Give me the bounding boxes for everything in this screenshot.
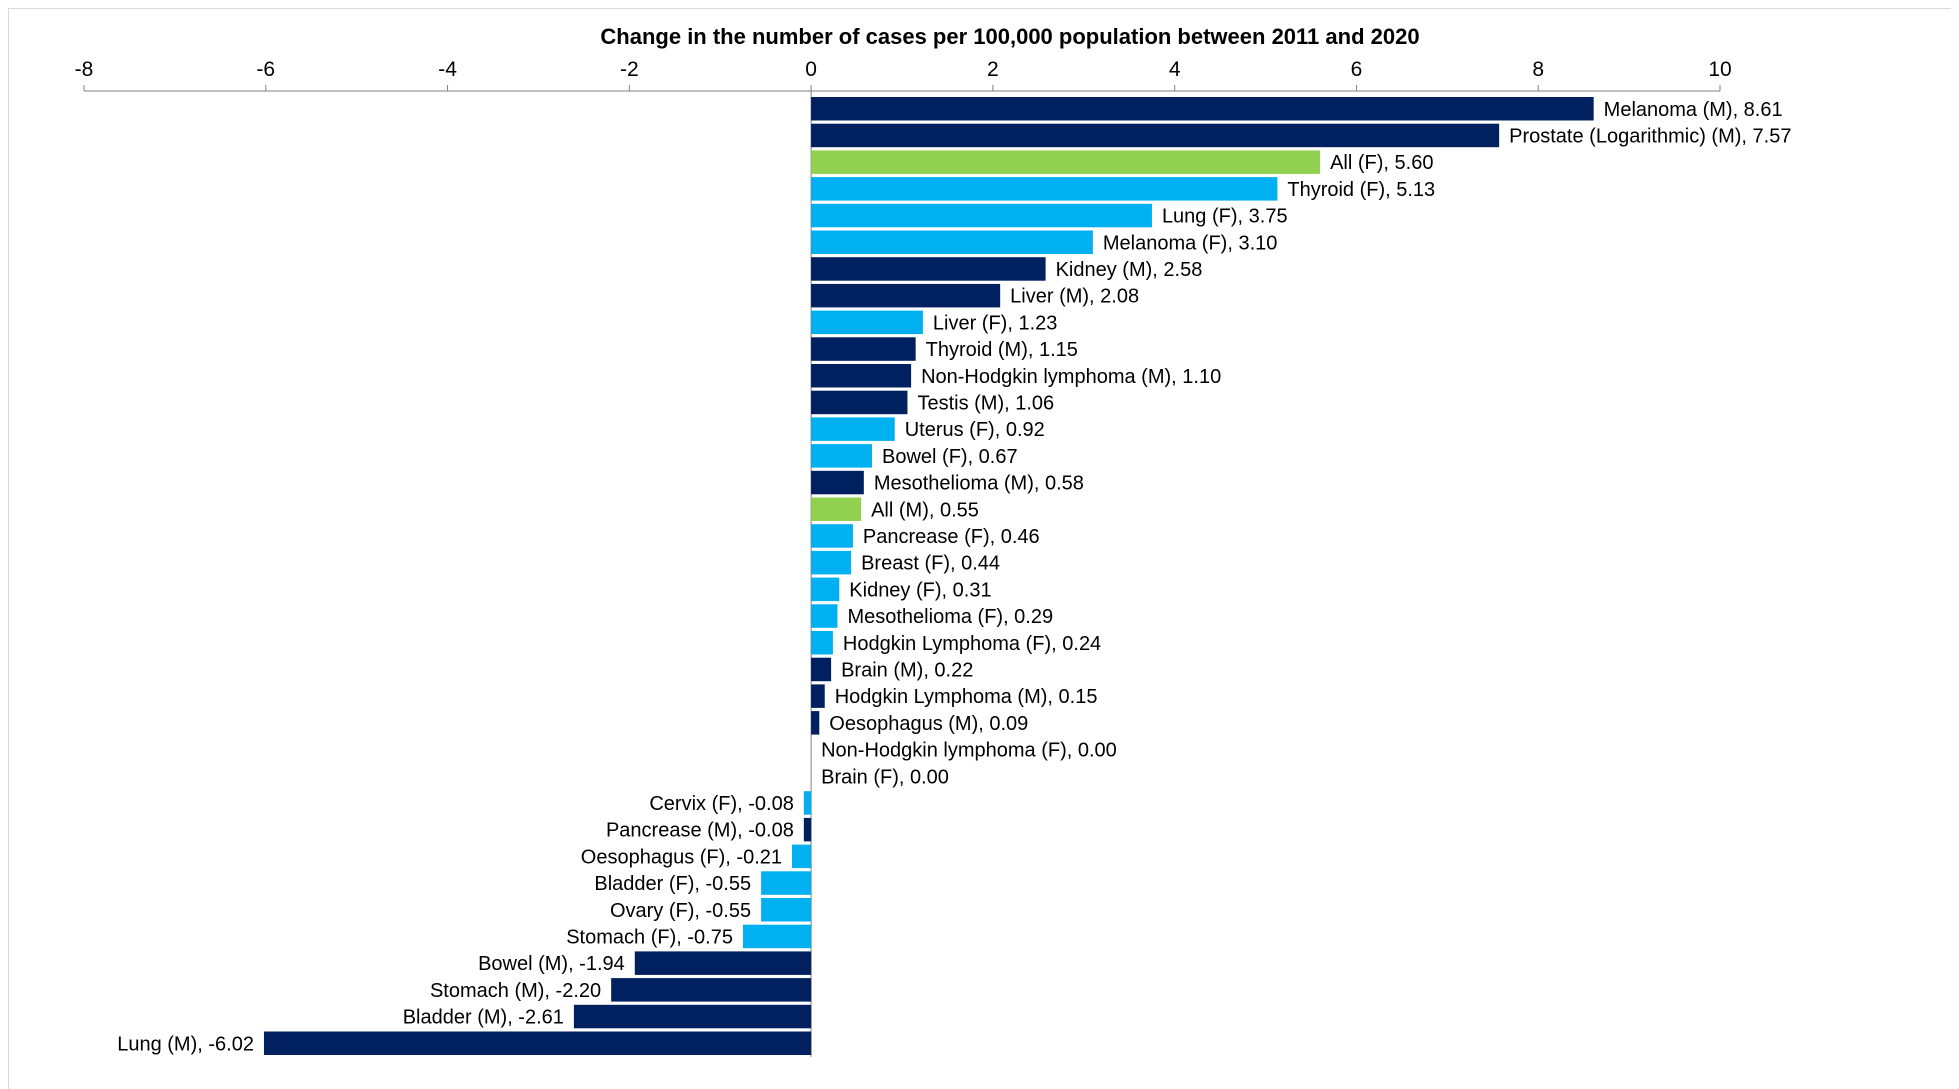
bar [811, 417, 895, 441]
bar [811, 257, 1046, 281]
bar [811, 310, 923, 335]
x-tick-label: 6 [1351, 58, 1363, 81]
bar-data-label: Brain (F), 0.00 [821, 766, 949, 788]
x-tick-label: -4 [438, 58, 457, 81]
x-tick-label: 8 [1532, 58, 1544, 81]
bar [811, 203, 1152, 228]
bar-data-label: Testis (M), 1.06 [917, 392, 1054, 414]
bar-data-label: Kidney (M), 2.58 [1056, 259, 1203, 281]
x-tick-label: -8 [75, 58, 94, 81]
bar [803, 791, 812, 815]
chart-frame [8, 8, 1951, 1089]
bar-data-label: Oesophagus (F), -0.21 [581, 846, 782, 868]
bar-data-label: Mesothelioma (M), 0.58 [874, 473, 1084, 495]
bar-data-label: Hodgkin Lymphoma (M), 0.15 [835, 686, 1098, 708]
x-tick-label: -6 [256, 58, 275, 81]
bar [811, 497, 862, 521]
bar [811, 337, 916, 361]
bar-data-label: Hodgkin Lymphoma (F), 0.24 [843, 633, 1101, 655]
bar [811, 470, 864, 495]
bar-data-label: Kidney (F), 0.31 [849, 579, 991, 601]
bar [811, 390, 908, 415]
bar-data-label: Melanoma (F), 3.10 [1103, 232, 1278, 254]
bar-data-label: Oesophagus (M), 0.09 [829, 713, 1028, 735]
bar-data-label: Stomach (F), -0.75 [566, 926, 733, 948]
bar-data-label: Melanoma (M), 8.61 [1604, 99, 1783, 121]
bar-data-label: Uterus (F), 0.92 [905, 419, 1045, 441]
bar [263, 1031, 812, 1055]
bar-data-label: Pancrease (M), -0.08 [606, 820, 794, 842]
x-tick-label: 0 [805, 58, 817, 81]
bar-data-label: Brain (M), 0.22 [841, 659, 973, 681]
bar-data-label: Thyroid (F), 5.13 [1287, 179, 1435, 201]
bar-data-label: Lung (F), 3.75 [1162, 206, 1288, 228]
bar-data-label: Pancrease (F), 0.46 [863, 526, 1040, 548]
data-labels: Melanoma (M), 8.61 Prostate (Logarithmic)… [117, 99, 1791, 1056]
bar-data-label: Mesothelioma (F), 0.29 [847, 606, 1053, 628]
bar-data-label: Thyroid (M), 1.15 [926, 339, 1078, 361]
bar-data-label: Bowel (F), 0.67 [882, 446, 1018, 468]
bar-data-label: Stomach (M), -2.20 [430, 980, 601, 1002]
bar [811, 150, 1321, 174]
bar [573, 1004, 812, 1029]
bar [811, 657, 832, 682]
bar [634, 951, 812, 975]
bar [792, 844, 812, 869]
bar [811, 604, 838, 628]
chart-title: Change in the number of cases per 100,00… [600, 24, 1419, 49]
bar [811, 444, 873, 468]
bar [803, 817, 812, 842]
bars [263, 97, 1594, 1055]
bar [811, 230, 1093, 254]
bar-data-label: All (F), 5.60 [1330, 152, 1433, 174]
bar [811, 550, 852, 575]
x-tick-label: 2 [987, 58, 999, 81]
bar [761, 871, 812, 895]
bar [811, 711, 820, 735]
bar-data-label: Non-Hodgkin lymphoma (F), 0.00 [821, 740, 1117, 762]
bar-data-label: All (M), 0.55 [871, 499, 979, 521]
bar [811, 631, 833, 655]
bar-data-label: Bladder (M), -2.61 [403, 1007, 564, 1029]
bar [811, 577, 840, 602]
bar [811, 524, 853, 548]
bar [811, 123, 1500, 148]
bar [761, 898, 812, 922]
bar [811, 684, 825, 708]
bar [811, 97, 1594, 121]
x-tick-label: 4 [1169, 58, 1181, 81]
bar-data-label: Breast (F), 0.44 [861, 553, 1000, 575]
bar-data-label: Non-Hodgkin lymphoma (M), 1.10 [921, 366, 1221, 388]
x-tick-label: -2 [620, 58, 639, 81]
bar [611, 978, 812, 1002]
bar-data-label: Lung (M), -6.02 [117, 1033, 254, 1055]
bar [811, 283, 1001, 308]
bar-data-label: Ovary (F), -0.55 [610, 900, 751, 922]
bar [742, 924, 812, 949]
bar-data-label: Cervix (F), -0.08 [649, 793, 793, 815]
bar-data-label: Bowel (M), -1.94 [478, 953, 625, 975]
bar-data-label: Bladder (F), -0.55 [594, 873, 751, 895]
bar-data-label: Liver (M), 2.08 [1010, 286, 1139, 308]
bar [811, 364, 912, 388]
x-tick-label: 10 [1708, 58, 1731, 81]
bar-data-label: Liver (F), 1.23 [933, 312, 1057, 334]
bar [811, 177, 1278, 201]
bar-data-label: Prostate (Logarithmic) (M), 7.57 [1509, 125, 1791, 147]
